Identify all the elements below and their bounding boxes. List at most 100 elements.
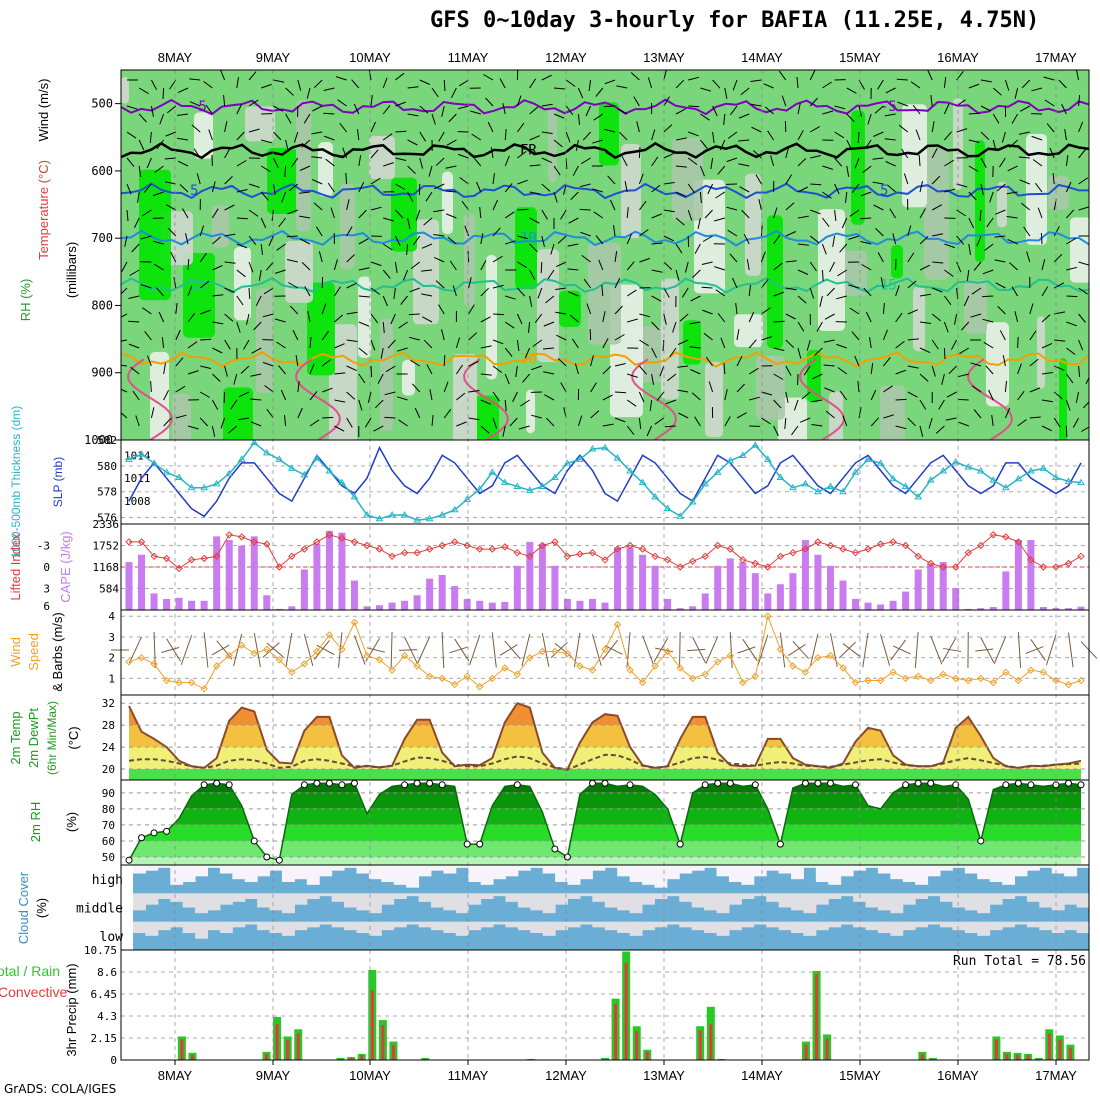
rh-patch <box>1037 316 1045 389</box>
cape-bar <box>301 570 308 610</box>
cloud-cell <box>518 922 531 931</box>
axis-label-temp: 2m Temp <box>8 711 23 764</box>
cloud-cell <box>195 922 208 939</box>
cloud-cell <box>592 893 605 902</box>
rh-marker <box>214 780 220 786</box>
rh-patch <box>1026 134 1047 245</box>
cloud-cell <box>294 865 307 879</box>
rh-patch <box>121 77 129 104</box>
wind-barb <box>1091 322 1093 333</box>
cloud-cell <box>394 865 407 885</box>
y-tick-label: 4.3 <box>97 1010 117 1023</box>
date-label-top: 17MAY <box>1035 50 1077 65</box>
cape-bar <box>702 593 709 610</box>
rh-marker <box>464 841 470 847</box>
cloud-cell <box>245 922 258 925</box>
precip-convective-bar <box>371 990 374 1060</box>
rh-marker <box>815 780 821 786</box>
axis-label-precip: 3hr Precip (mm) <box>64 963 79 1056</box>
rh-marker <box>477 841 483 847</box>
cloud-cell <box>270 893 283 910</box>
wind-barb <box>881 634 890 665</box>
cloud-cell <box>406 893 419 896</box>
cape-bar <box>614 547 621 610</box>
date-label-bottom: 17MAY <box>1035 1068 1077 1083</box>
rh-marker <box>915 780 921 786</box>
cloud-cell <box>890 865 903 879</box>
wind-barb <box>1066 296 1077 297</box>
y-tick-label: 3 <box>108 631 115 644</box>
cloud-cell <box>319 865 332 876</box>
cape-bar <box>151 593 158 610</box>
cape-bar <box>789 573 796 610</box>
cloud-cell <box>1039 893 1052 907</box>
precip-convective-bar <box>1016 1055 1019 1060</box>
cloud-cell <box>890 922 903 936</box>
axis-label-rh: RH (%) <box>18 279 33 322</box>
precip-convective-bar <box>180 1040 183 1060</box>
cloud-cell <box>841 893 854 896</box>
y-tick-label-right: 1168 <box>93 561 120 574</box>
cloud-cell <box>381 865 394 882</box>
cloud-cell <box>940 922 953 928</box>
axis-label-wind-title: Wind <box>8 637 23 667</box>
cloud-cell <box>356 893 369 910</box>
precip-convective-bar <box>614 1004 617 1060</box>
cloud-cell <box>803 922 816 936</box>
cloud-cell <box>1039 922 1052 931</box>
cloud-cell <box>803 893 816 913</box>
cloud-cell <box>1027 865 1040 871</box>
precip-convective-bar <box>815 974 818 1060</box>
cape-bar <box>338 533 345 610</box>
wind-barb <box>1091 191 1100 192</box>
rh-patch <box>705 362 723 437</box>
cape-bar <box>439 575 446 610</box>
cloud-cell <box>505 922 518 928</box>
axis-label-minmax: (6hr Min/Max) <box>45 701 59 775</box>
rh-marker <box>414 780 420 786</box>
cloud-cell <box>741 893 754 899</box>
rh-marker <box>326 780 332 786</box>
cloud-cell <box>406 865 419 888</box>
cape-bar <box>238 546 245 610</box>
isotherm-label: 5 <box>880 183 888 199</box>
rh-patch <box>234 247 251 320</box>
cloud-cell <box>1077 893 1090 907</box>
date-label-top: 8MAY <box>158 50 193 65</box>
y-tick-label: 70 <box>102 819 115 832</box>
rh-patch <box>537 249 559 362</box>
cloud-cell <box>928 922 941 925</box>
cloud-cell <box>518 893 531 907</box>
precip-convective-bar <box>360 1055 363 1060</box>
cloud-cell <box>1015 893 1028 896</box>
y-tick-label: 1 <box>108 672 115 685</box>
y-tick-label: 0 <box>43 561 50 574</box>
cape-bar <box>652 566 659 610</box>
cape-bar <box>1002 571 1009 610</box>
wind-barb <box>1091 78 1095 88</box>
cloud-level-label: middle <box>76 902 123 917</box>
wind-barb <box>418 637 430 664</box>
cloud-cell <box>1002 893 1015 899</box>
cape-bar <box>313 544 320 610</box>
precip-convective-bar <box>297 1033 300 1060</box>
wind-barb <box>399 650 417 651</box>
wind-barb <box>688 106 699 107</box>
wind-barb <box>1018 337 1019 348</box>
y-tick-label: 578 <box>97 486 117 499</box>
wind-barb <box>982 296 993 297</box>
y-tick-label: -3 <box>37 540 50 553</box>
cape-bar <box>501 602 508 610</box>
cape-bar <box>288 606 295 610</box>
cloud-cell <box>692 922 705 931</box>
rh-patch <box>267 148 297 214</box>
isotherm-label: 10 <box>520 230 537 246</box>
precip-convective-bar <box>921 1054 924 1060</box>
rh-marker <box>1015 780 1021 786</box>
y-tick-label: 6.45 <box>91 988 118 1001</box>
cloud-cell <box>977 865 990 879</box>
rh-marker <box>564 854 570 860</box>
date-label-top: 9MAY <box>256 50 291 65</box>
cape-bar <box>213 536 220 610</box>
